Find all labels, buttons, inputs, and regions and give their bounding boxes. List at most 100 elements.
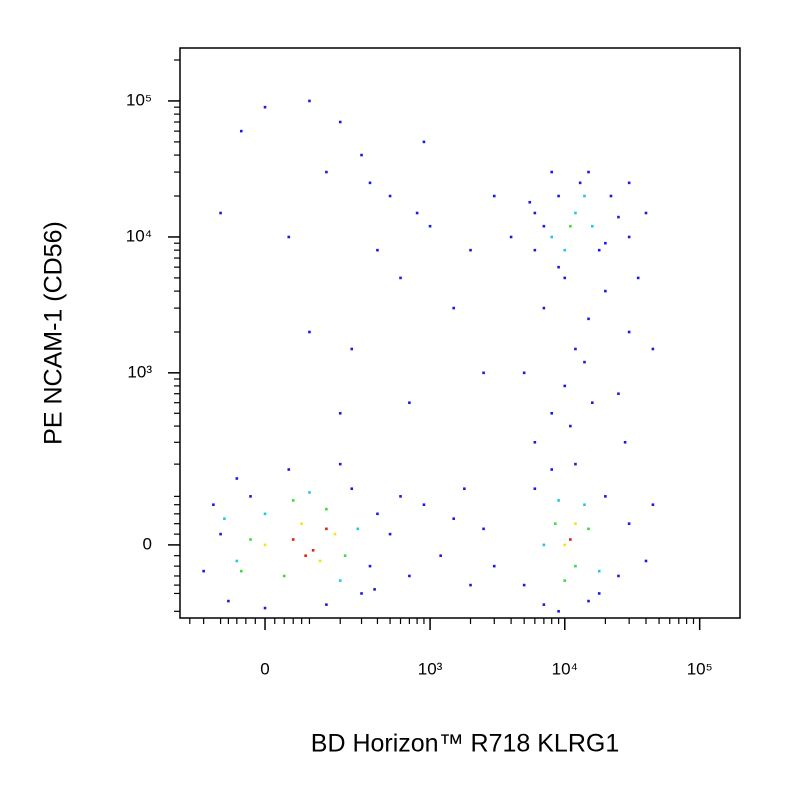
event-dot [291, 538, 295, 541]
event-dot [360, 592, 363, 595]
event-dot [533, 248, 537, 252]
event-dot [338, 120, 342, 124]
event-dot [408, 401, 411, 405]
event-dot [627, 522, 631, 525]
y-tick-label: 10⁴ [126, 226, 152, 245]
event-dot [587, 527, 590, 531]
event-dot [627, 235, 631, 239]
event-dot [574, 347, 577, 351]
event-dot [223, 517, 226, 520]
x-axis-label: BD Horizon™ R718 KLRG1 [311, 730, 619, 758]
event-dot [550, 468, 553, 471]
event-dot [325, 603, 328, 606]
event-dot [368, 181, 372, 185]
x-tick-label: 10⁵ [687, 659, 713, 678]
event-dot [235, 477, 239, 480]
event-dot [557, 499, 560, 502]
event-dot [563, 276, 567, 280]
event-dot [644, 559, 648, 563]
event-dot [300, 522, 303, 525]
event-dot [574, 564, 577, 568]
event-dot [550, 235, 553, 239]
event-dot [325, 507, 328, 511]
event-dot [563, 384, 567, 388]
event-dot [333, 532, 337, 536]
event-dot [557, 610, 560, 613]
event-dot [492, 194, 496, 198]
event-dot [651, 347, 655, 351]
event-dot [587, 170, 590, 174]
event-dot [563, 248, 567, 252]
event-dot [533, 487, 537, 491]
event-dot [557, 265, 560, 269]
event-dot [550, 411, 553, 415]
event-dot [651, 503, 655, 507]
event-dot [533, 440, 537, 444]
event-dot [587, 317, 590, 321]
y-tick-label: 0 [143, 534, 152, 553]
event-dot [533, 211, 537, 215]
event-dot [350, 487, 354, 491]
event-dot [563, 579, 567, 582]
event-dot [528, 200, 532, 204]
event-dot [482, 371, 485, 375]
event-dot [360, 153, 363, 157]
event-dot [287, 468, 291, 471]
event-dot [617, 574, 620, 578]
event-dot [482, 527, 485, 531]
event-dot [373, 588, 376, 591]
event-dot [263, 512, 267, 516]
event-dot [338, 462, 342, 466]
event-dot [308, 491, 311, 494]
event-dot [578, 181, 582, 185]
plot-frame [179, 47, 741, 619]
y-tick-label: 10³ [127, 362, 152, 381]
event-dot [583, 194, 586, 198]
y-tick-label: 10⁵ [126, 90, 152, 109]
event-dot [263, 606, 267, 610]
event-dot [325, 527, 328, 531]
event-dot [219, 211, 222, 215]
event-dot [227, 599, 230, 603]
event-dot [604, 289, 607, 293]
event-dot [574, 462, 577, 466]
event-dot [249, 495, 252, 498]
event-dot [604, 241, 607, 245]
event-dot [569, 224, 572, 228]
event-dot [452, 306, 456, 310]
event-dot [636, 276, 640, 280]
event-dot [574, 522, 577, 525]
event-dot [604, 495, 607, 498]
event-dot [542, 603, 546, 606]
event-dot [287, 235, 291, 239]
event-dot [212, 503, 215, 507]
event-dot [439, 554, 442, 557]
event-dot [338, 579, 342, 582]
event-dot [356, 527, 360, 531]
event-dot [609, 194, 613, 198]
event-dot [311, 549, 315, 552]
event-dot [583, 503, 586, 507]
event-dot [627, 181, 631, 185]
event-dot [553, 522, 557, 525]
event-dot [239, 129, 243, 133]
event-dot [422, 140, 426, 144]
x-tick-label: 10³ [418, 659, 443, 678]
event-dot [542, 224, 546, 228]
event-dot [583, 360, 586, 364]
event-dot [644, 211, 648, 215]
x-tick-label: 0 [260, 659, 269, 678]
event-dot [415, 211, 419, 215]
event-dot [522, 583, 526, 587]
event-dot [591, 224, 594, 228]
event-dot [623, 440, 627, 444]
event-dot [308, 99, 311, 103]
event-dot [587, 599, 590, 603]
event-dot [469, 583, 472, 587]
event-dot [399, 276, 402, 280]
event-dot [569, 538, 572, 541]
event-dot [388, 532, 392, 536]
event-dot [338, 411, 342, 415]
event-dot [388, 194, 392, 198]
